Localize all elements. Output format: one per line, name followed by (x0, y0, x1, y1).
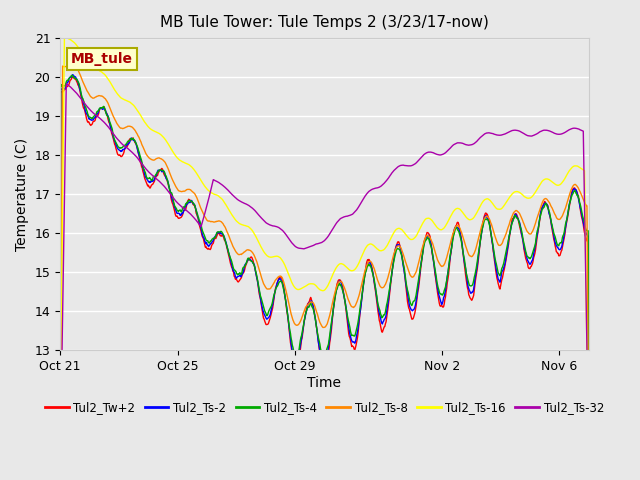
Tul2_Ts-32 (63, 81, 70, 87)
Tul2_Ts-32 (56, 467, 64, 472)
Line: Tul2_Ts-4: Tul2_Ts-4 (60, 75, 589, 440)
Tul2_Ts-32 (585, 456, 593, 462)
Tul2_Ts-16 (56, 416, 64, 422)
Tul2_Ts-16 (181, 160, 189, 166)
Tul2_Tw+2 (56, 345, 64, 350)
Tul2_Ts-8 (249, 251, 257, 256)
Tul2_Ts-8 (181, 188, 189, 194)
Tul2_Tw+2 (484, 213, 492, 219)
Tul2_Ts-2 (68, 72, 76, 78)
Tul2_Ts-32 (181, 206, 189, 212)
Tul2_Ts-2 (249, 261, 257, 266)
Tul2_Ts-2 (181, 204, 189, 210)
Line: Tul2_Ts-32: Tul2_Ts-32 (60, 84, 589, 469)
Tul2_Ts-8 (356, 288, 364, 293)
Tul2_Ts-4 (278, 278, 285, 284)
Y-axis label: Temperature (C): Temperature (C) (15, 138, 29, 251)
Tul2_Ts-8 (56, 459, 64, 465)
Legend: Tul2_Tw+2, Tul2_Ts-2, Tul2_Ts-4, Tul2_Ts-8, Tul2_Ts-16, Tul2_Ts-32: Tul2_Tw+2, Tul2_Ts-2, Tul2_Ts-4, Tul2_Ts… (40, 396, 609, 419)
Tul2_Ts-8 (76, 71, 84, 77)
Tul2_Ts-2 (356, 308, 364, 314)
Tul2_Ts-16 (249, 229, 257, 235)
Tul2_Ts-4 (76, 84, 84, 89)
Line: Tul2_Ts-16: Tul2_Ts-16 (60, 36, 589, 480)
Tul2_Ts-32 (356, 201, 364, 207)
Tul2_Ts-16 (278, 256, 285, 262)
Tul2_Ts-2 (585, 441, 593, 446)
Tul2_Tw+2 (181, 207, 189, 213)
Tul2_Tw+2 (278, 274, 285, 280)
Text: MB_tule: MB_tule (71, 52, 132, 66)
Tul2_Ts-16 (76, 47, 84, 53)
Tul2_Ts-4 (68, 72, 76, 78)
Tul2_Ts-8 (484, 214, 492, 220)
Tul2_Ts-2 (56, 343, 64, 348)
Tul2_Ts-8 (68, 61, 76, 67)
Tul2_Tw+2 (69, 73, 77, 79)
Tul2_Ts-8 (585, 448, 593, 454)
Tul2_Ts-4 (249, 261, 257, 266)
Line: Tul2_Tw+2: Tul2_Tw+2 (60, 76, 589, 445)
Tul2_Tw+2 (585, 442, 593, 448)
X-axis label: Time: Time (307, 376, 342, 390)
Tul2_Ts-4 (585, 437, 593, 443)
Tul2_Ts-2 (76, 86, 84, 92)
Line: Tul2_Ts-8: Tul2_Ts-8 (60, 64, 589, 462)
Tul2_Ts-4 (356, 303, 364, 309)
Tul2_Ts-32 (76, 94, 84, 100)
Tul2_Ts-4 (484, 217, 492, 223)
Tul2_Ts-4 (56, 338, 64, 344)
Tul2_Ts-4 (181, 203, 189, 209)
Tul2_Ts-32 (484, 130, 492, 136)
Line: Tul2_Ts-2: Tul2_Ts-2 (60, 75, 589, 444)
Tul2_Ts-32 (278, 227, 285, 232)
Tul2_Ts-32 (249, 206, 257, 212)
Tul2_Tw+2 (76, 87, 84, 93)
Tul2_Ts-16 (61, 34, 68, 39)
Tul2_Ts-16 (356, 257, 364, 263)
Tul2_Tw+2 (356, 308, 364, 314)
Tul2_Ts-2 (278, 277, 285, 283)
Tul2_Ts-8 (278, 274, 285, 279)
Tul2_Tw+2 (249, 258, 257, 264)
Tul2_Ts-16 (484, 196, 492, 202)
Title: MB Tule Tower: Tule Temps 2 (3/23/17-now): MB Tule Tower: Tule Temps 2 (3/23/17-now… (160, 15, 489, 30)
Tul2_Ts-2 (484, 216, 492, 222)
